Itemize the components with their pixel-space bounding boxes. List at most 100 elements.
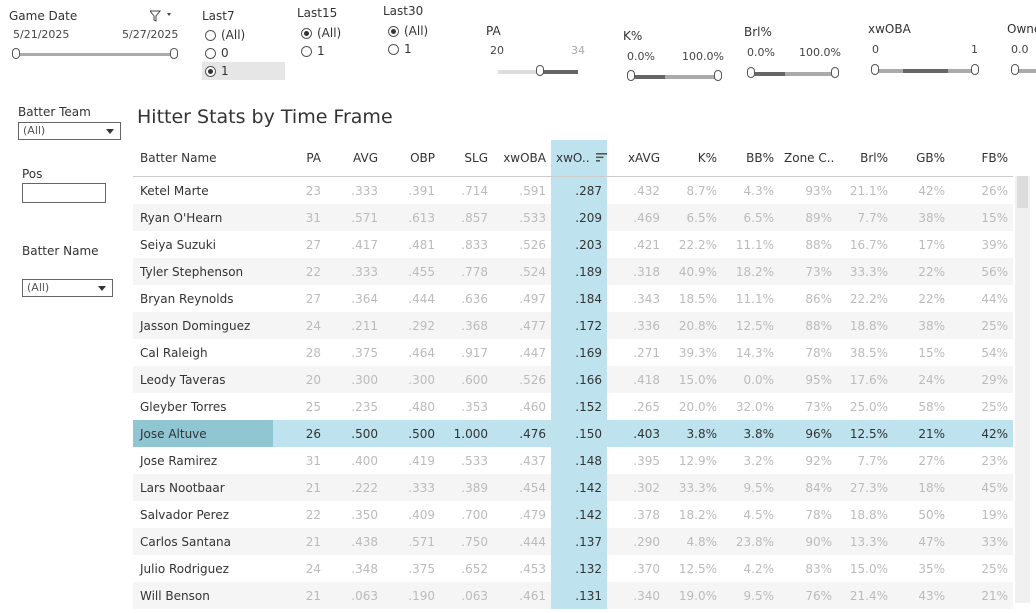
- table-row[interactable]: Ryan O'Hearn 31.571.613.857.533.209.469 6.…: [133, 204, 1013, 231]
- column-header-5[interactable]: xwOBA: [493, 140, 551, 177]
- batter-name-cell[interactable]: Ketel Marte: [140, 183, 209, 198]
- pa-handle[interactable]: [536, 65, 544, 76]
- stat-cell: 21: [273, 474, 326, 501]
- table-row[interactable]: Will Benson 21.063.190.063.461.131.340 19.…: [133, 582, 1013, 609]
- batter-name-cell[interactable]: Tyler Stephenson: [133, 258, 273, 285]
- k-pct-min-handle[interactable]: [627, 70, 635, 81]
- table-row[interactable]: Lars Nootbaar 21.222.333.389.454.142.302 3…: [133, 474, 1013, 501]
- batter-name-cell[interactable]: Lars Nootbaar: [133, 474, 273, 501]
- k-pct-max-handle[interactable]: [714, 70, 722, 81]
- batter-name-cell[interactable]: Seiya Suzuki: [140, 237, 217, 252]
- stat-cell: .455: [383, 258, 440, 285]
- column-header-13[interactable]: FB%: [950, 140, 1013, 177]
- batter-name-cell[interactable]: Cal Raleigh: [140, 345, 208, 360]
- table-row[interactable]: Seiya Suzuki 27 .417 .481 .833 .526 .203 .421 22…: [133, 231, 1013, 258]
- table-row[interactable]: Tyler Stephenson 22.333.455.778.524.189.3…: [133, 258, 1013, 285]
- table-row[interactable]: Ketel Marte 23 .333 .391 .714 .591 .287 .432 8.7…: [133, 176, 1013, 204]
- table-row[interactable]: Leody Taveras 20.300.300.600.526.166.418 1…: [133, 366, 1013, 393]
- stat-cell: 31: [273, 204, 326, 231]
- batter-name-cell[interactable]: Carlos Santana: [133, 528, 273, 555]
- stat-cell: 89%: [779, 204, 837, 231]
- column-header-10[interactable]: Zone C..: [779, 140, 837, 177]
- stat-cell: 39.3%: [678, 345, 717, 360]
- stat-cell: .778: [440, 258, 493, 285]
- filter-icon[interactable]: [148, 7, 174, 26]
- batter-name-cell[interactable]: Will Benson: [133, 582, 273, 609]
- pos-input[interactable]: [22, 183, 106, 203]
- stat-cell: .375: [408, 561, 435, 576]
- stat-cell: .211: [326, 312, 383, 339]
- stat-cell: .403: [607, 420, 665, 447]
- column-header-4[interactable]: SLG: [440, 140, 493, 177]
- k-pct-max: 100.0%: [682, 50, 724, 63]
- last15-option-1[interactable]: 1: [301, 42, 341, 60]
- stat-cell: .348: [351, 561, 378, 576]
- stat-cell: .150: [551, 420, 607, 447]
- column-header-9[interactable]: BB%: [722, 140, 779, 177]
- batter-name-cell[interactable]: Jose Ramirez: [140, 453, 218, 468]
- batter-name-cell[interactable]: Salvador Perez: [140, 507, 230, 522]
- brl-pct-min-handle[interactable]: [747, 67, 755, 78]
- table-row[interactable]: Carlos Santana 21.438.571.750.444.137.290…: [133, 528, 1013, 555]
- stat-cell: 23: [305, 183, 321, 198]
- last7-option-0[interactable]: 0: [205, 44, 285, 62]
- xwoba-min-handle[interactable]: [871, 64, 879, 75]
- batter-name-cell[interactable]: Jose Altuve: [133, 420, 273, 447]
- last7-option-1[interactable]: 1: [202, 62, 285, 80]
- table-row[interactable]: Gleyber Torres 25 .235 .480 .353 .460 .152 .265…: [133, 393, 1013, 420]
- batter-name-cell[interactable]: Ryan O'Hearn: [133, 204, 273, 231]
- batter-name-cell[interactable]: Jasson Dominguez: [133, 312, 273, 339]
- stat-cell: 15.0%: [665, 366, 722, 393]
- table-scrollbar[interactable]: [1015, 176, 1030, 603]
- radio-icon: [205, 47, 216, 59]
- last30-option-1[interactable]: 1: [388, 40, 428, 58]
- game-date-start: 5/21/2025: [13, 28, 70, 41]
- stat-cell: .438: [326, 528, 383, 555]
- owner-min-handle[interactable]: [1011, 64, 1019, 75]
- stat-cell: 86%: [805, 291, 832, 306]
- table-row[interactable]: Jose Ramirez 31 .400 .419 .533 .437 .148 .395 12…: [133, 447, 1013, 474]
- column-header-0[interactable]: Batter Name: [133, 140, 273, 177]
- batter-team-select[interactable]: (All): [18, 122, 121, 140]
- stat-cell: .636: [461, 291, 488, 306]
- table-row[interactable]: Julio Rodriguez 24 .348 .375 .652 .453 .132 .37…: [133, 555, 1013, 582]
- column-header-11[interactable]: Brl%: [837, 140, 893, 177]
- stat-cell: 22: [273, 258, 326, 285]
- stat-cell: 3.2%: [743, 453, 775, 468]
- game-date-end-handle[interactable]: [170, 48, 178, 59]
- column-header-1[interactable]: PA: [273, 140, 326, 177]
- stat-cell: .400: [351, 453, 378, 468]
- table-row[interactable]: Bryan Reynolds 27 .364 .444 .636 .497 .184 .343…: [133, 285, 1013, 312]
- stat-cell: 18.2%: [722, 258, 779, 285]
- batter-name-cell[interactable]: Julio Rodriguez: [140, 561, 229, 576]
- table-row[interactable]: Jose Altuve 26.500.500 1.000.476.150.403 3.…: [133, 420, 1013, 447]
- column-header-label: xAVG: [627, 151, 660, 165]
- table-row[interactable]: Jasson Dominguez 24.211.292.368.477.172.3…: [133, 312, 1013, 339]
- table-scrollbar-thumb[interactable]: [1017, 176, 1028, 208]
- brl-pct-max-handle[interactable]: [831, 67, 839, 78]
- batter-name-select[interactable]: (All): [22, 279, 113, 297]
- stat-cell: 17%: [918, 237, 945, 252]
- last15-options: (All) 1: [301, 24, 341, 60]
- game-date-start-handle[interactable]: [12, 48, 20, 59]
- column-header-8[interactable]: K%: [665, 140, 722, 177]
- stat-cell: .189: [551, 258, 607, 285]
- stat-cell: .166: [551, 366, 607, 393]
- column-header-3[interactable]: OBP: [383, 140, 440, 177]
- xwoba-max-handle[interactable]: [971, 64, 979, 75]
- last7-option-all[interactable]: (All): [205, 26, 285, 44]
- last30-option-all[interactable]: (All): [388, 22, 428, 40]
- column-header-6[interactable]: xwO..: [551, 140, 607, 177]
- column-header-12[interactable]: GB%: [893, 140, 950, 177]
- column-header-2[interactable]: AVG: [326, 140, 383, 177]
- batter-name-cell[interactable]: Bryan Reynolds: [140, 291, 234, 306]
- last15-option-all[interactable]: (All): [301, 24, 341, 42]
- batter-name-cell[interactable]: Gleyber Torres: [140, 399, 227, 414]
- stat-cell: 83%: [805, 561, 832, 576]
- stat-cell: 21.1%: [849, 183, 888, 198]
- sort-icon[interactable]: [595, 151, 607, 165]
- table-row[interactable]: Cal Raleigh 28 .375 .464 .917 .447 .169 .271 39.…: [133, 339, 1013, 366]
- batter-name-cell[interactable]: Leody Taveras: [133, 366, 273, 393]
- column-header-7[interactable]: xAVG: [607, 140, 665, 177]
- table-row[interactable]: Salvador Perez 22 .350 .409 .700 .479 .142 .378…: [133, 501, 1013, 528]
